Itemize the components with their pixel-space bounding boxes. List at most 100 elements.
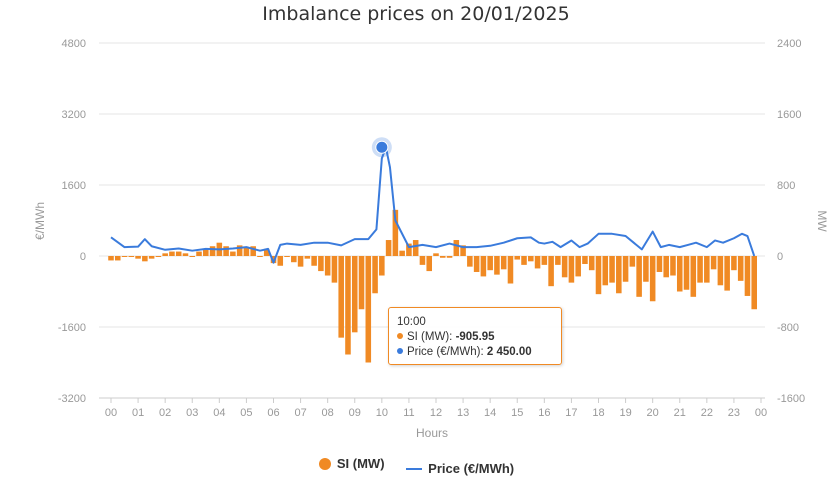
x-tick-label: 21 — [674, 407, 686, 419]
si-bar — [277, 256, 284, 266]
si-bar — [622, 256, 629, 282]
si-bar — [338, 256, 344, 338]
si-bar — [500, 256, 507, 270]
legend-item-price[interactable]: Price (€/MWh) — [406, 461, 514, 476]
x-tick-label: 12 — [430, 407, 442, 419]
si-bar — [534, 256, 541, 269]
si-bar — [609, 256, 615, 283]
si-bar — [514, 256, 521, 260]
si-bar — [169, 251, 175, 256]
tooltip-time: 10:00 — [397, 316, 426, 328]
x-tick-label: 16 — [538, 407, 550, 419]
si-bar — [385, 240, 392, 256]
x-tick-label: 13 — [457, 407, 469, 419]
x-tick-label: 18 — [592, 407, 604, 419]
si-bar — [284, 256, 290, 257]
si-bar — [595, 256, 602, 295]
price-dot-icon — [397, 348, 403, 354]
si-bar — [365, 256, 372, 363]
si-bar — [236, 245, 243, 256]
si-bar — [203, 248, 209, 256]
si-bar — [351, 256, 358, 333]
si-bar — [114, 256, 121, 261]
x-tick-label: 06 — [267, 407, 279, 419]
si-bar — [460, 245, 466, 256]
si-bar — [541, 256, 548, 265]
si-bar — [751, 256, 757, 310]
si-bar — [588, 256, 595, 271]
x-tick-label: 02 — [159, 407, 171, 419]
chart-title: Imbalance prices on 20/01/2025 — [262, 3, 569, 25]
legend: SI (MW) Price (€/MWh) — [0, 456, 833, 476]
si-bar — [629, 256, 636, 267]
tooltip-si-value: -905.95 — [455, 331, 495, 343]
left-axis-ticks: -3200 -1600 0 1600 3200 4800 — [58, 38, 86, 405]
si-bar — [148, 256, 155, 259]
x-tick-label: 03 — [186, 407, 198, 419]
si-bar — [372, 256, 378, 294]
si-bar — [270, 256, 277, 264]
si-bar — [487, 256, 493, 271]
price-line[interactable] — [110, 137, 756, 264]
si-bar — [155, 256, 162, 257]
x-tick-label: 17 — [565, 407, 577, 419]
si-bar — [670, 256, 676, 276]
si-bar — [419, 256, 426, 265]
si-bar — [243, 247, 250, 257]
tooltip-price-row: Price (€/MWh): 2 450.00 — [397, 345, 553, 360]
right-tick-label: 1600 — [777, 109, 801, 121]
legend-label-si: SI (MW) — [336, 456, 385, 471]
si-bar — [446, 256, 453, 258]
si-bar — [230, 251, 236, 256]
x-tick-label: 05 — [240, 407, 252, 419]
si-bar — [676, 256, 683, 292]
legend-line-icon — [406, 467, 423, 470]
si-bar — [649, 256, 656, 302]
si-bar — [439, 256, 446, 258]
left-tick-label: 1600 — [62, 180, 86, 192]
x-tick-label: 15 — [511, 407, 523, 419]
x-axis-ticks: 00 01 02 03 04 05 06 07 08 09 10 11 12 13 14 15 16 17 18 19… — [105, 398, 767, 419]
x-tick-label: 11 — [403, 407, 414, 419]
si-bar — [690, 256, 697, 297]
x-axis-title: Hours — [416, 426, 448, 440]
x-tick-label: 09 — [349, 407, 361, 419]
si-bar — [521, 256, 527, 265]
si-bar — [453, 240, 460, 256]
si-bar — [135, 256, 141, 259]
highlight-point — [375, 140, 389, 154]
si-bar — [175, 251, 182, 256]
si-bar — [331, 256, 338, 283]
si-bar — [473, 256, 480, 272]
si-bar — [467, 256, 473, 267]
x-tick-label: 14 — [484, 407, 496, 419]
si-bar — [318, 256, 324, 272]
si-bar — [324, 256, 331, 276]
si-bar — [379, 256, 385, 276]
si-bar — [412, 240, 419, 256]
si-bar — [656, 256, 663, 272]
si-bar — [561, 256, 568, 278]
si-bar — [196, 251, 202, 256]
y-axis-left-title: €/MWh — [33, 202, 47, 240]
legend-item-si[interactable]: SI (MW) — [318, 456, 385, 471]
si-bar — [223, 246, 229, 256]
si-bar — [392, 209, 399, 256]
legend-label-price: Price (€/MWh) — [428, 461, 515, 476]
si-bar — [358, 256, 365, 310]
x-tick-label: 00 — [755, 407, 767, 419]
right-tick-label: 0 — [777, 251, 783, 263]
si-bar — [345, 256, 351, 355]
si-bar — [128, 256, 135, 257]
si-bar — [548, 256, 554, 287]
si-bar — [643, 256, 649, 282]
legend-circle-icon — [318, 457, 331, 470]
x-tick-label: 00 — [105, 407, 117, 419]
si-bar — [304, 256, 311, 259]
si-bar — [406, 243, 412, 256]
si-bar — [710, 256, 717, 270]
x-tick-label: 01 — [132, 407, 144, 419]
si-bar — [263, 248, 270, 256]
si-bar — [663, 256, 669, 278]
